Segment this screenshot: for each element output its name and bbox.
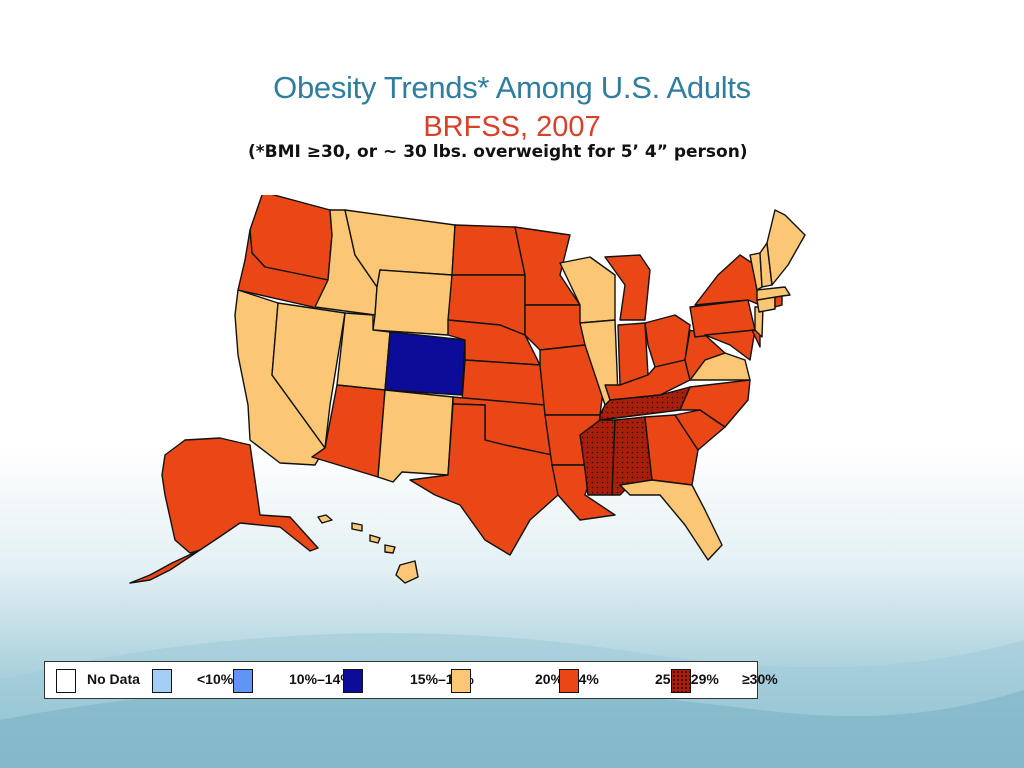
legend-swatch xyxy=(233,669,253,693)
hawaii-island-3 xyxy=(369,534,381,544)
legend-swatch xyxy=(56,669,76,693)
legend-swatch xyxy=(671,669,691,693)
state-texas xyxy=(409,403,559,556)
state-maine xyxy=(766,209,806,286)
legend-swatch xyxy=(451,669,471,693)
state-massachusetts xyxy=(756,286,791,301)
hawaii-island-1 xyxy=(317,514,333,524)
alaska-peninsula xyxy=(129,549,201,584)
hawaii-island-4 xyxy=(384,544,396,554)
legend-swatch xyxy=(559,669,579,693)
state-nevada xyxy=(271,302,346,449)
us-obesity-map xyxy=(129,195,806,584)
state-west-virginia xyxy=(684,329,726,381)
slide-subtitle: BRFSS, 2007 xyxy=(423,111,601,143)
legend-label: ≥30% xyxy=(742,671,778,687)
state-new-mexico xyxy=(377,389,454,483)
legend-label: 10%–14% xyxy=(289,671,353,687)
state-north-dakota xyxy=(451,224,526,276)
state-maryland xyxy=(704,329,756,361)
state-florida xyxy=(619,479,723,561)
legend-label: <10% xyxy=(197,671,234,687)
slide-title: Obesity Trends* Among U.S. Adults xyxy=(273,70,751,105)
map-legend: No Data<10%10%–14%15%–19%20%–24%25%–29%≥… xyxy=(44,661,778,699)
state-new-york xyxy=(694,254,761,306)
state-north-carolina xyxy=(679,379,751,428)
state-colorado xyxy=(384,331,466,396)
hawaii-island-2 xyxy=(351,522,363,532)
state-arizona xyxy=(311,384,386,478)
state-iowa xyxy=(524,304,586,351)
state-wyoming xyxy=(372,269,453,336)
bmi-footnote: (*BMI ≥30, or ~ 30 lbs. overweight for 5… xyxy=(248,142,748,162)
state-indiana xyxy=(617,322,649,386)
state-tennessee xyxy=(599,386,691,421)
state-ohio xyxy=(644,314,691,368)
state-alaska xyxy=(161,437,319,554)
legend-label: No Data xyxy=(87,671,140,687)
hawaii-big-island xyxy=(395,560,419,584)
legend-swatch xyxy=(343,669,363,693)
legend-swatch xyxy=(152,669,172,693)
state-georgia xyxy=(644,414,699,486)
state-michigan xyxy=(604,254,651,321)
